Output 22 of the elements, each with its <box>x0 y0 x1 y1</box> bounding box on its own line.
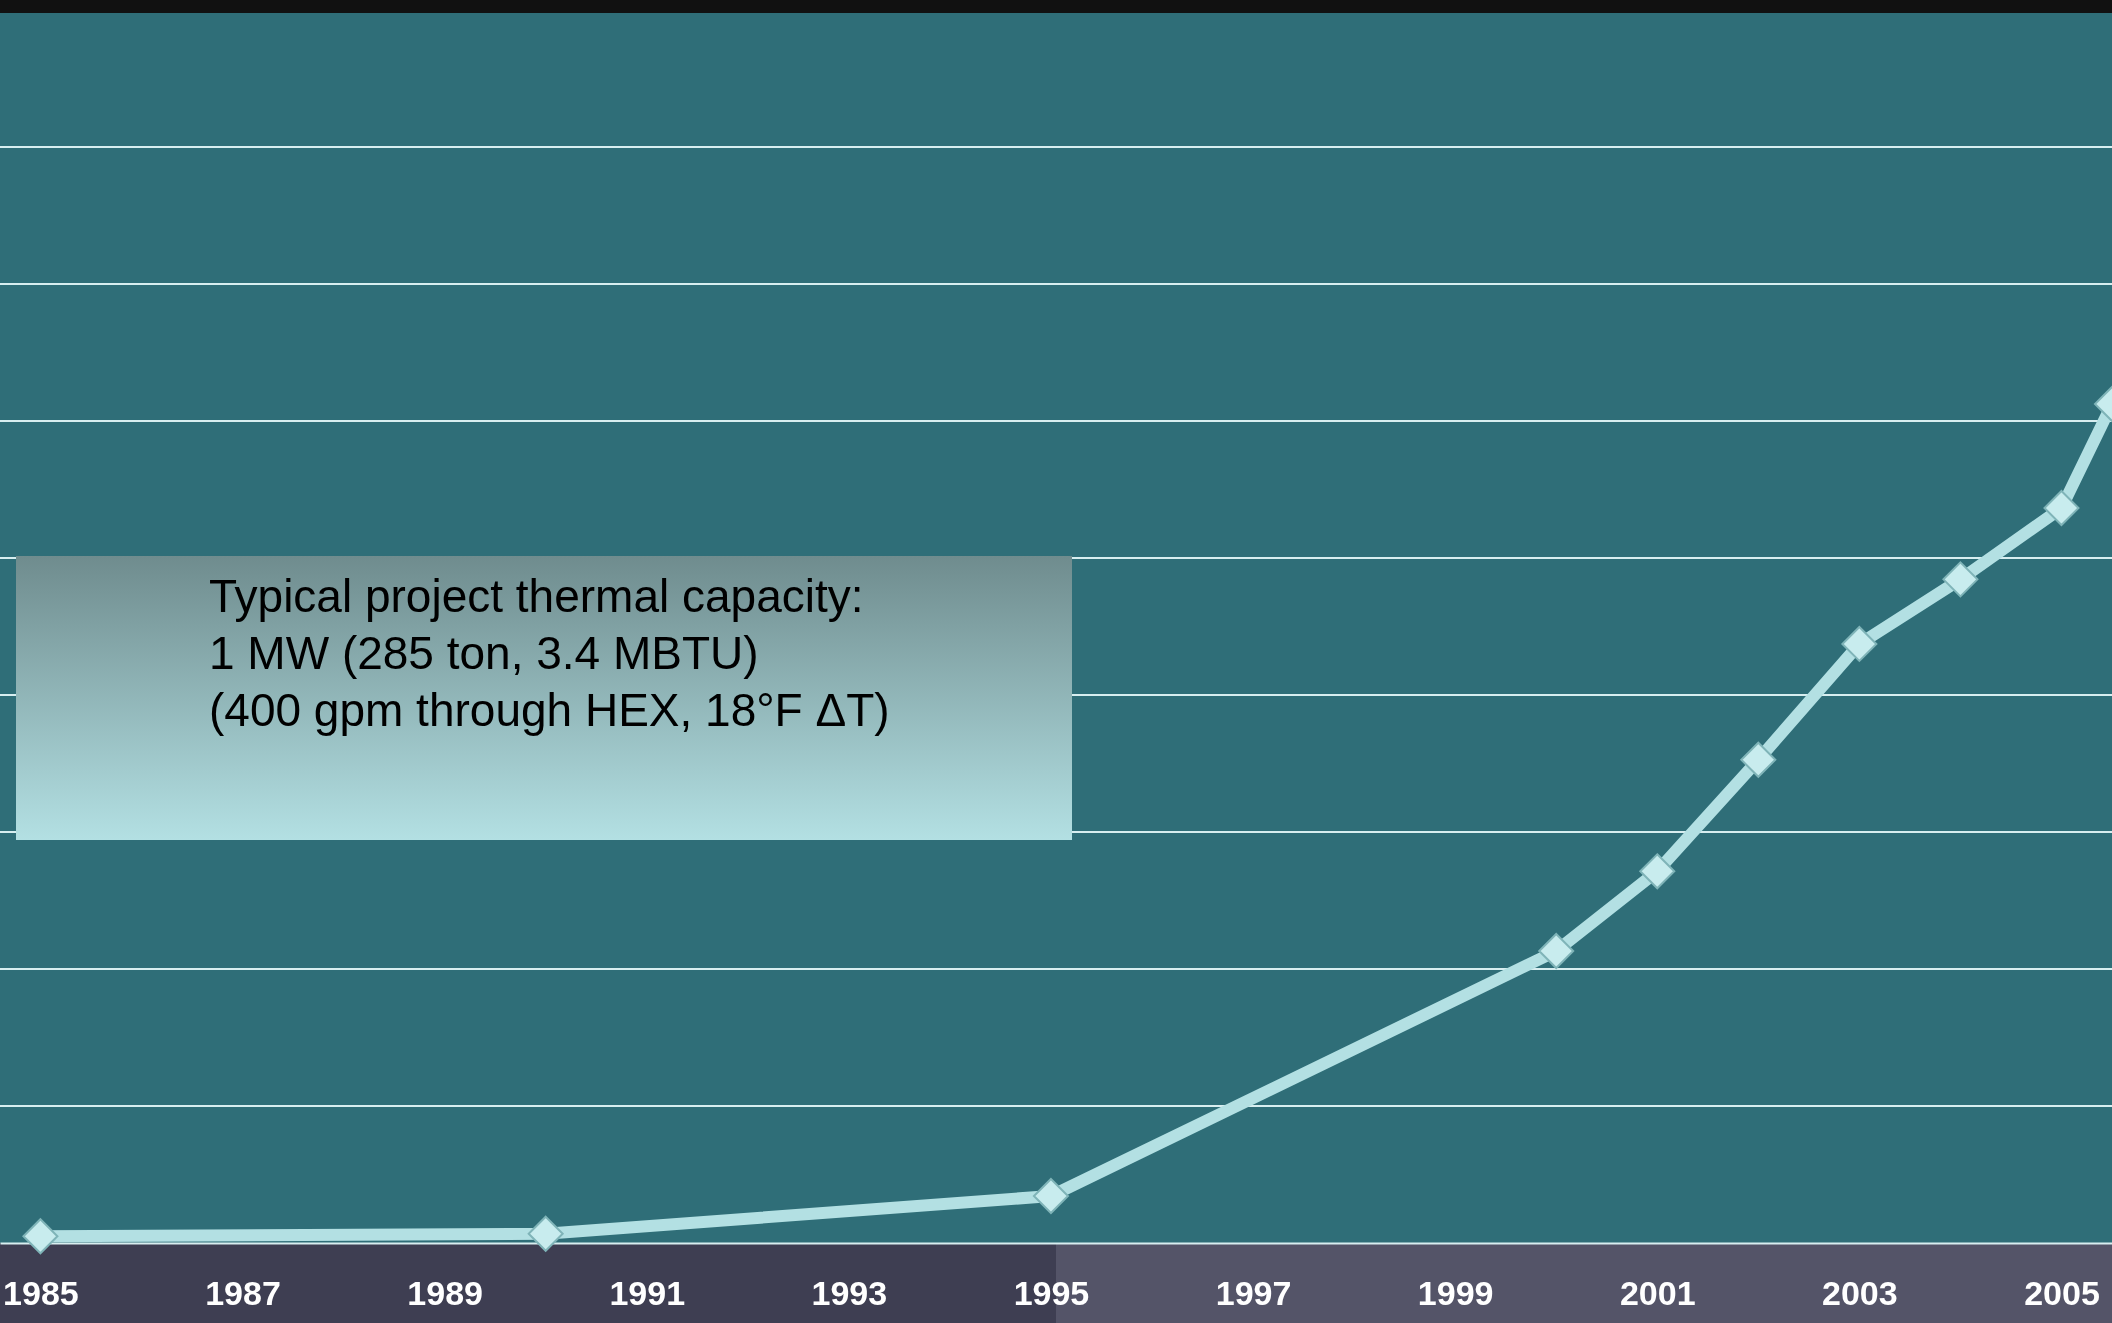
x-tick-label: 2003 <box>1822 1274 1898 1313</box>
point <box>1740 741 1777 778</box>
point <box>1942 561 1979 598</box>
point <box>1538 933 1575 970</box>
x-tick-label: 2001 <box>1619 1274 1696 1313</box>
x-tick-label: 1987 <box>205 1274 281 1313</box>
x-tick-label: 1985 <box>3 1274 79 1313</box>
point <box>2043 490 2080 527</box>
x-tick-label: 1995 <box>1013 1274 1090 1313</box>
x-tick-label: 2005 <box>2024 1274 2100 1313</box>
x-tick-label: 1999 <box>1417 1274 1494 1313</box>
note-box: Typical project thermal capacity: 1 MW (285 ton, 3.4 MBTU) (400 gpm through HEX, 18°F ΔT) <box>16 556 1072 840</box>
x-tick-label: 1989 <box>407 1274 483 1313</box>
annotation: Typical project thermal capacity: 1 MW (285 ton, 3.4 MBTU) (400 gpm through HEX, 18°F ΔT) <box>209 570 890 736</box>
point <box>1032 1178 1069 1215</box>
x-tick-label: 1991 <box>609 1274 686 1313</box>
point <box>22 1218 59 1255</box>
point <box>1841 625 1878 662</box>
point <box>527 1215 564 1252</box>
x-tick-label: 1997 <box>1215 1274 1292 1313</box>
x-tick-label: 1993 <box>811 1274 888 1313</box>
point <box>1639 853 1676 890</box>
